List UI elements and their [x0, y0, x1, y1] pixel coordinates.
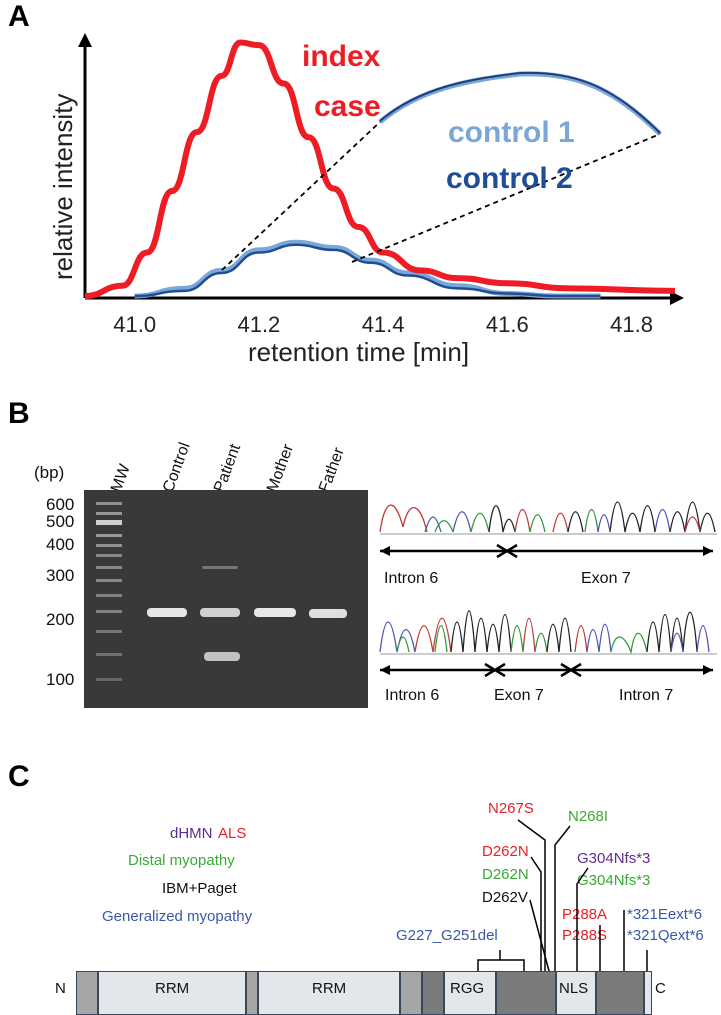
domain-segment-2 — [246, 971, 258, 1015]
seq-bottom-intron7: Intron 7 — [619, 687, 674, 704]
gel-image — [84, 490, 368, 708]
band-patient-faint — [202, 566, 238, 569]
zoom-guide-left — [221, 121, 381, 271]
mut-p288a: P288A — [562, 906, 608, 923]
legend-control-2: control 2 — [446, 162, 573, 195]
y-axis-arrow — [78, 33, 92, 47]
series-line-control-1 — [134, 239, 601, 299]
panel-c-letter: C — [8, 760, 30, 793]
y-axis-label: relative intensity — [48, 93, 78, 280]
mut-d262n-distal: D262N — [482, 866, 529, 883]
legend-distal-myopathy: Distal myopathy — [128, 852, 235, 869]
legend-index-case-line2: case — [314, 90, 381, 123]
terminus-c: C — [655, 980, 666, 997]
bp-200: 200 — [46, 610, 75, 629]
series-line-index-case — [84, 39, 676, 299]
domain-segment-4 — [422, 971, 444, 1015]
domain-rgg — [444, 971, 496, 1015]
domain-segment-3 — [400, 971, 422, 1015]
domain-segment-7 — [644, 971, 652, 1015]
mut-n267s: N267S — [488, 800, 534, 817]
x-tick-label: 41.4 — [362, 312, 405, 337]
inset-control-2-line — [379, 71, 661, 134]
terminus-n: N — [55, 980, 66, 997]
band-patient-main — [200, 608, 240, 617]
domain-label-rrm-2: RRM — [312, 980, 347, 997]
legend-dhmn: dHMN — [170, 825, 213, 842]
x-tick-label: 41.8 — [610, 312, 653, 337]
band-control — [147, 608, 187, 617]
chromatogram-chart: 41.0 41.2 41.4 41.6 41.8 — [78, 33, 684, 337]
legend-control-1: control 1 — [448, 116, 575, 149]
domain-segment-5 — [496, 971, 556, 1015]
bp-unit-label: (bp) — [34, 463, 65, 482]
bp-300: 300 — [46, 566, 75, 585]
mut-n268i: N268I — [568, 808, 609, 825]
mut-p288s: P288S — [562, 927, 608, 944]
mut-d262v: D262V — [482, 889, 528, 906]
mut-g304nfs-dhmn: G304Nfs*3 — [577, 850, 651, 867]
mut-d262n-als: D262N — [482, 843, 529, 860]
domain-rrm-2 — [258, 971, 400, 1015]
series-line-control-2 — [134, 243, 601, 298]
domain-label-rgg: RGG — [450, 980, 485, 997]
legend-ibm-paget: IBM+Paget — [162, 880, 237, 897]
bp-400: 400 — [46, 535, 75, 554]
lane-label-father: Father — [316, 445, 348, 495]
domain-label-rrm-1: RRM — [155, 980, 190, 997]
mut-321eext: *321Eext*6 — [627, 906, 703, 923]
lane-label-control: Control — [160, 440, 194, 495]
x-axis-arrow — [670, 291, 684, 305]
domain-segment-1 — [76, 971, 98, 1015]
mut-g227-g251del: G227_G251del — [396, 927, 498, 944]
band-patient-lower — [204, 652, 240, 661]
panel-a-letter: A — [8, 0, 30, 33]
bp-600: 600 — [46, 495, 75, 514]
lane-label-mother: Mother — [264, 442, 298, 495]
domain-label-nls: NLS — [559, 980, 589, 997]
x-tick-label: 41.2 — [237, 312, 280, 337]
legend-als: ALS — [218, 825, 247, 842]
x-tick-label: 41.6 — [486, 312, 529, 337]
legend-generalized-myopathy: Generalized myopathy — [102, 908, 253, 925]
seq-top-exon7: Exon 7 — [581, 570, 631, 587]
bp-100: 100 — [46, 670, 75, 689]
mutation-callouts — [477, 819, 648, 972]
seq-bottom-intron6: Intron 6 — [385, 687, 440, 704]
lane-label-patient: Patient — [211, 442, 245, 495]
legend-index-case-line1: index — [302, 40, 381, 73]
panel-b-letter: B — [8, 397, 30, 430]
mut-g304nfs-distal: G304Nfs*3 — [577, 872, 651, 889]
band-mother — [254, 608, 296, 617]
bp-500: 500 — [46, 512, 75, 531]
domain-segment-6 — [596, 971, 644, 1015]
band-father — [309, 609, 347, 618]
x-tick-label: 41.0 — [113, 312, 156, 337]
x-axis-label: retention time [min] — [248, 337, 470, 367]
seq-top-intron6: Intron 6 — [384, 570, 439, 587]
mut-321qext: *321Qext*6 — [627, 927, 704, 944]
seq-bottom-exon7: Exon 7 — [494, 687, 544, 704]
sequence-traces — [379, 501, 717, 678]
domain-nls — [556, 971, 596, 1015]
zoom-guide-right — [351, 133, 661, 263]
